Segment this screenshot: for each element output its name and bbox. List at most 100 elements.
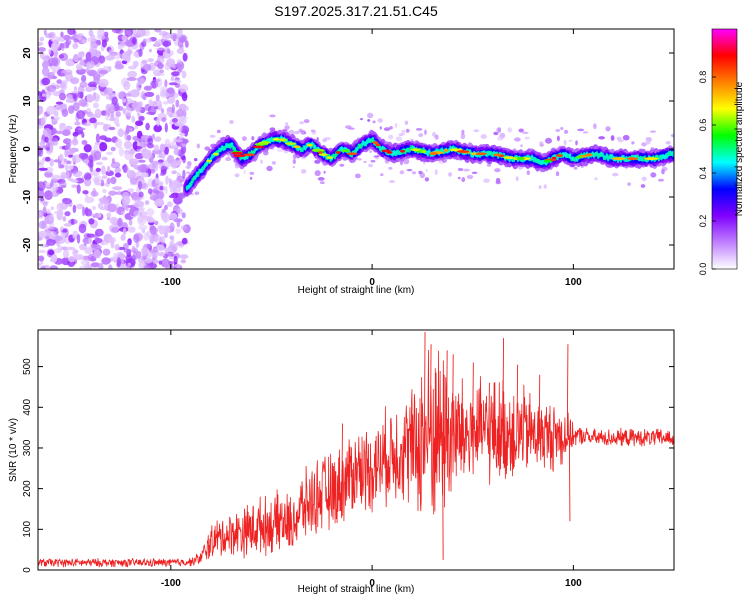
noise-blob	[92, 92, 101, 103]
noise-blob	[360, 118, 363, 121]
noise-blob	[269, 114, 276, 118]
noise-blob	[111, 158, 115, 164]
noise-blob	[161, 35, 165, 43]
snr-spike	[566, 344, 569, 436]
noise-blob	[323, 170, 326, 174]
noise-blob	[125, 124, 130, 135]
noise-blob	[138, 191, 144, 198]
noise-blob	[61, 246, 68, 250]
noise-blob	[164, 204, 168, 211]
noise-blob	[507, 127, 512, 133]
noise-blob	[76, 203, 84, 210]
ridge-peak	[386, 151, 393, 154]
noise-blob	[66, 171, 70, 180]
ridge-peak	[293, 145, 301, 149]
noise-blob	[88, 86, 97, 91]
noise-blob	[76, 65, 83, 71]
noise-blob	[300, 169, 307, 174]
noise-blob	[126, 134, 132, 141]
noise-blob	[107, 165, 111, 173]
noise-blob	[117, 44, 123, 50]
spectrogram-x-label: Height of straight line (km)	[298, 285, 415, 296]
ridge-peak	[252, 145, 265, 149]
noise-blob	[175, 228, 181, 234]
noise-blob	[55, 104, 60, 109]
noise-blob	[539, 141, 544, 147]
noise-blob	[73, 53, 79, 63]
noise-blob	[50, 116, 55, 120]
noise-blob	[79, 81, 88, 88]
noise-blob	[577, 128, 585, 132]
noise-blob	[107, 68, 112, 72]
noise-blob	[514, 137, 521, 142]
snr-spike	[438, 423, 440, 432]
noise-blob	[58, 54, 65, 59]
figure-title: S197.2025.317.21.51.C45	[274, 3, 438, 19]
noise-blob	[641, 142, 647, 147]
noise-blob	[284, 125, 290, 130]
ridge-peak	[206, 159, 213, 163]
noise-blob	[39, 50, 45, 60]
ridge-peak	[335, 151, 341, 154]
noise-blob	[627, 182, 631, 187]
noise-blob	[110, 176, 117, 185]
ridge-peak	[311, 148, 325, 152]
noise-blob	[171, 104, 175, 114]
noise-blob	[162, 151, 165, 161]
noise-blob	[448, 172, 452, 177]
noise-blob	[49, 158, 55, 167]
noise-blob	[121, 98, 127, 103]
noise-blob	[234, 173, 240, 178]
noise-blob	[105, 151, 113, 155]
noise-blob	[388, 166, 393, 170]
noise-blob	[303, 119, 310, 124]
ridge-peak	[400, 149, 406, 153]
noise-blob	[81, 131, 85, 138]
noise-blob	[151, 133, 156, 139]
ridge-peak	[213, 152, 219, 156]
noise-blob	[74, 121, 81, 126]
snr-plot-area	[38, 330, 674, 570]
noise-blob	[665, 141, 671, 145]
noise-blob	[160, 258, 171, 268]
noise-blob	[101, 39, 107, 48]
noise-blob	[49, 231, 57, 240]
noise-blob	[45, 225, 54, 230]
noise-blob	[80, 220, 87, 225]
noise-blob	[461, 177, 466, 183]
snr-spike	[472, 362, 474, 432]
noise-blob	[112, 186, 123, 191]
noise-blob	[156, 181, 164, 187]
colorbar: 0.0 0.2 0.4 0.6 0.8 Normalized spectral ampl…	[698, 28, 745, 275]
noise-blob	[368, 149, 373, 154]
noise-blob	[339, 163, 345, 167]
snr-spike	[442, 431, 444, 560]
noise-blob	[61, 108, 69, 118]
noise-blob	[126, 49, 132, 57]
noise-blob	[179, 254, 189, 260]
noise-blob	[641, 176, 647, 181]
noise-blob	[395, 136, 403, 142]
noise-blob	[138, 48, 143, 57]
noise-blob	[415, 127, 423, 131]
noise-blob	[225, 156, 232, 162]
noise-blob	[94, 108, 102, 119]
noise-blob	[115, 111, 121, 118]
noise-blob	[153, 79, 161, 82]
noise-blob	[169, 235, 175, 240]
noise-blob	[116, 251, 125, 260]
noise-blob	[182, 155, 186, 164]
ridge-peak	[243, 153, 256, 157]
ridge-peak	[474, 152, 488, 156]
noise-blob	[180, 138, 189, 144]
noise-blob	[114, 243, 120, 251]
noise-blob	[99, 142, 108, 152]
ridge-peak	[456, 150, 470, 153]
noise-blob	[58, 103, 68, 110]
noise-blob	[58, 182, 67, 187]
noise-blob	[463, 168, 470, 172]
noise-blob	[53, 110, 59, 117]
noise-blob	[84, 247, 93, 254]
noise-blob	[355, 173, 361, 179]
noise-blob	[142, 38, 147, 44]
